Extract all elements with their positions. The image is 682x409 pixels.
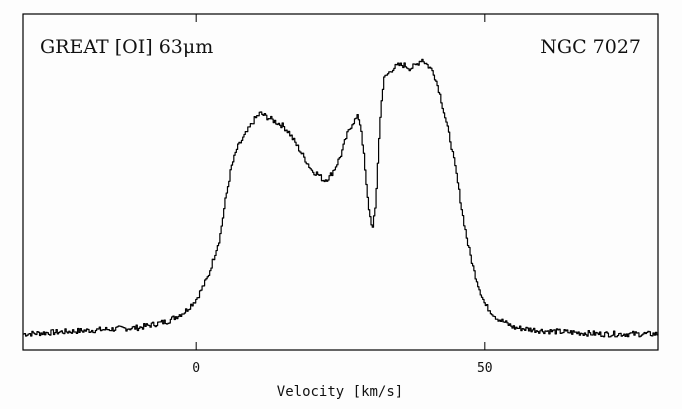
x-tick-label-1: 50 bbox=[477, 361, 493, 376]
chart-title-right: NGC 7027 bbox=[540, 36, 641, 58]
plot-frame bbox=[22, 13, 659, 351]
spectrum-series-line bbox=[23, 58, 659, 338]
x-tick-label-0: 0 bbox=[192, 361, 200, 376]
x-axis-ticks: 0 50 bbox=[192, 14, 493, 376]
chart-title-left: GREAT [OI] 63μm bbox=[40, 36, 213, 58]
x-axis-label: Velocity [km/s] bbox=[277, 384, 403, 400]
